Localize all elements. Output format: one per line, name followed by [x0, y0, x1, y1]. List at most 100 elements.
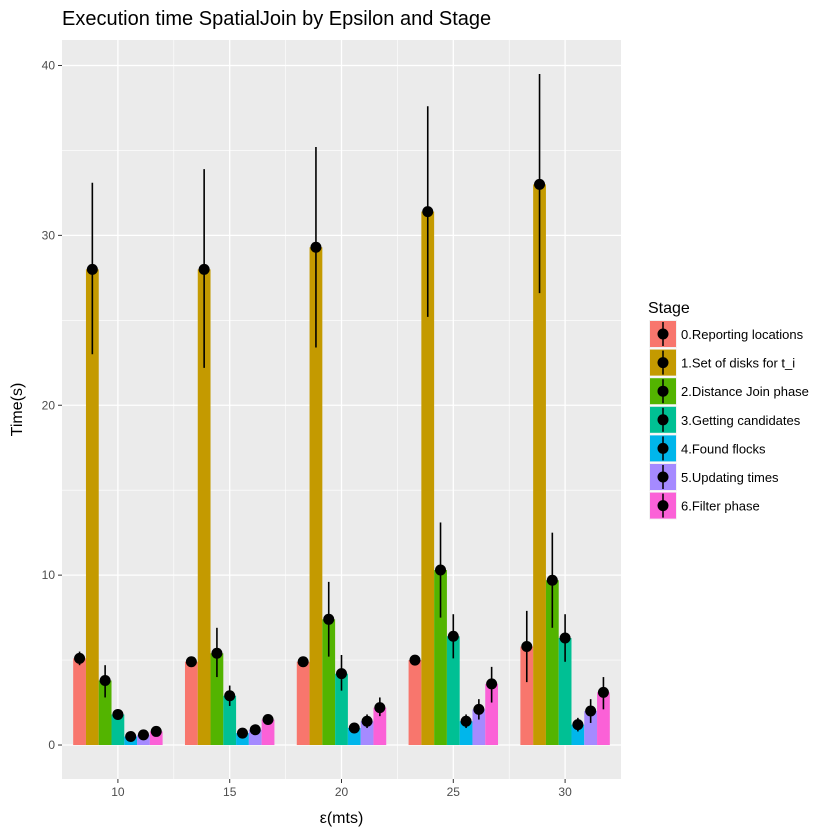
legend-point-glyph — [657, 471, 669, 483]
data-point — [150, 725, 162, 737]
legend-item: 5.Updating times — [649, 463, 779, 491]
bar — [296, 661, 310, 746]
legend-point-glyph — [657, 442, 669, 454]
data-point — [336, 668, 347, 680]
bar — [322, 619, 336, 746]
data-point — [460, 715, 472, 727]
bar — [533, 184, 546, 746]
legend-item: 0.Reporting locations — [649, 320, 804, 348]
data-point — [249, 724, 261, 736]
bar — [111, 714, 125, 746]
legend-item: 3.Getting candidates — [649, 405, 801, 434]
bar — [210, 653, 224, 746]
data-point — [409, 654, 421, 666]
legend-label: 5.Updating times — [681, 470, 779, 485]
legend-label: 3.Getting candidates — [681, 413, 801, 428]
x-tick-label: 10 — [111, 785, 125, 799]
bar — [73, 658, 86, 746]
bar — [520, 646, 534, 746]
legend: Stage 0.Reporting locations 1.Set of disk… — [648, 300, 809, 520]
bar — [335, 673, 348, 746]
y-tick-label: 0 — [48, 738, 55, 752]
data-point — [310, 241, 322, 253]
legend-point-glyph — [657, 357, 669, 369]
data-point — [534, 178, 546, 190]
chart-title: Execution time SpatialJoin by Epsilon an… — [62, 8, 491, 30]
legend-item: 1.Set of disks for t_i — [649, 348, 795, 377]
bar — [584, 711, 598, 746]
legend-point-glyph — [657, 328, 669, 340]
data-point — [597, 686, 609, 698]
bar — [446, 636, 460, 746]
bar — [408, 660, 422, 746]
legend-label: 6.Filter phase — [681, 499, 760, 514]
data-point — [74, 652, 86, 664]
legend-label: 2.Distance Join phase — [681, 384, 809, 399]
bar — [373, 707, 387, 746]
bar — [597, 692, 610, 746]
data-point — [473, 703, 485, 715]
x-tick-label: 30 — [558, 785, 572, 799]
data-point — [99, 674, 111, 686]
data-point — [585, 705, 597, 717]
bars-group — [73, 184, 610, 746]
legend-point-glyph — [657, 500, 669, 512]
data-point — [112, 708, 124, 720]
y-axis-title: Time(s) — [9, 383, 26, 437]
bar — [85, 269, 99, 746]
data-point — [521, 640, 533, 652]
y-axis: 0 10 20 30 40 — [42, 58, 62, 752]
data-point — [447, 630, 459, 642]
data-point — [236, 727, 248, 739]
data-point — [137, 729, 149, 741]
legend-label: 4.Found flocks — [681, 441, 766, 456]
data-point — [297, 656, 309, 668]
bar — [184, 661, 198, 746]
legend-title: Stage — [648, 300, 690, 317]
x-tick-label: 20 — [335, 785, 349, 799]
legend-point-glyph — [657, 385, 669, 397]
bar — [472, 709, 486, 746]
bar — [360, 721, 374, 746]
x-tick-label: 15 — [223, 785, 237, 799]
data-point — [198, 263, 210, 275]
bar — [485, 683, 499, 746]
data-point — [374, 702, 386, 714]
bar — [98, 680, 112, 746]
data-point — [559, 632, 571, 644]
bar — [197, 269, 211, 746]
bar — [309, 247, 323, 746]
bar — [459, 721, 473, 746]
legend-point-glyph — [657, 414, 669, 426]
bar — [261, 719, 275, 746]
legend-item: 2.Distance Join phase — [649, 377, 809, 406]
data-point — [211, 647, 223, 659]
legend-label: 0.Reporting locations — [681, 327, 804, 342]
y-tick-label: 10 — [42, 568, 56, 582]
points-group — [74, 178, 609, 743]
bar — [545, 580, 559, 746]
data-point — [185, 656, 197, 668]
bar — [571, 724, 585, 746]
data-point — [361, 715, 373, 727]
data-point — [323, 613, 335, 625]
data-point — [86, 263, 98, 275]
bar — [421, 211, 435, 746]
legend-item: 6.Filter phase — [649, 491, 760, 520]
bar — [558, 637, 572, 746]
data-point — [125, 731, 137, 743]
data-point — [348, 722, 360, 734]
x-axis: 10 15 20 25 30 — [111, 779, 572, 799]
y-tick-label: 40 — [42, 58, 56, 72]
data-point — [486, 678, 498, 690]
data-point — [435, 564, 447, 576]
data-point — [422, 206, 434, 218]
data-point — [224, 690, 236, 702]
data-point — [262, 714, 274, 726]
legend-item: 4.Found flocks — [649, 434, 766, 463]
bar — [434, 570, 447, 746]
bar — [223, 695, 237, 746]
y-tick-label: 20 — [42, 398, 56, 412]
bar — [236, 733, 249, 746]
